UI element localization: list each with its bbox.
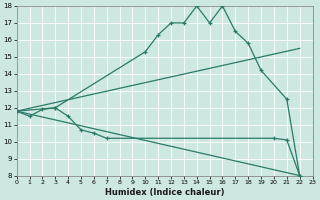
X-axis label: Humidex (Indice chaleur): Humidex (Indice chaleur) — [105, 188, 224, 197]
